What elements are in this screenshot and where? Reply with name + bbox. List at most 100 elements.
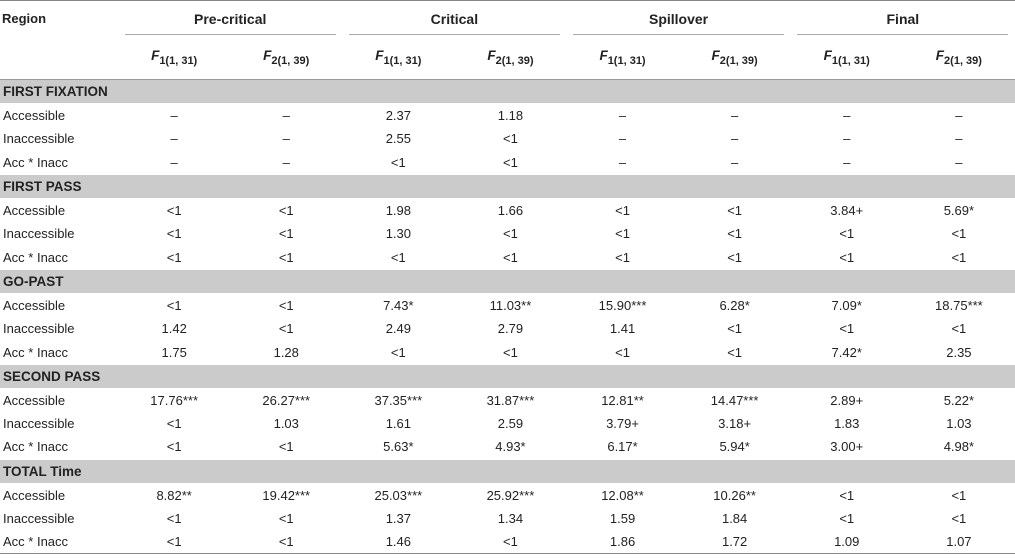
value-cell: 1.83 <box>834 416 860 432</box>
value-cell: <1 <box>166 439 182 455</box>
value-cell: – <box>282 131 290 147</box>
value-cell: 15.90*** <box>598 297 647 313</box>
group-header-critical: Critical <box>342 0 567 35</box>
row-label: Accessible <box>3 297 66 313</box>
value-cell: <1 <box>503 226 518 242</box>
value-cell: <1 <box>166 297 182 313</box>
stat-symbol: F <box>263 47 272 63</box>
value-cell: 2.79 <box>497 321 524 337</box>
value-cell: 6.17* <box>607 439 638 455</box>
value-cell: 10.26** <box>713 487 756 503</box>
value-cell: 1.34 <box>497 511 524 526</box>
value-cell: 3.79+ <box>606 416 639 432</box>
value-cell: <1 <box>951 321 967 337</box>
value-cell: <1 <box>503 154 518 170</box>
value-cell: <1 <box>230 530 343 555</box>
table-row: Acc * Inacc – – <1 <1 – – – – <box>0 151 1015 175</box>
value-cell: – <box>170 131 178 147</box>
value-cell: 25.92*** <box>486 487 535 503</box>
stat-symbol: F <box>151 47 160 63</box>
value-cell: – <box>731 108 739 124</box>
value-cell: <1 <box>839 321 855 337</box>
stat-subscript: 1(1, 31) <box>159 54 198 67</box>
value-cell: <1 <box>503 249 518 265</box>
table-row: Accessible <1 <1 1.98 1.66 <1 <1 3.84+ 5.69* <box>0 198 1015 222</box>
stat-header-cell: F2(1, 39) <box>454 35 567 80</box>
table-row: Accessible – – 2.37 1.18 – – – – <box>0 104 1015 128</box>
value-cell: 1.18 <box>497 108 524 124</box>
stat-subscript: 2(1, 39) <box>271 54 310 67</box>
table-row: Inaccessible <1 <1 1.30 <1 <1 <1 <1 <1 <box>0 222 1015 245</box>
row-label: Acc * Inacc <box>3 249 69 265</box>
stat-header-cell: F1(1, 31) <box>342 35 455 80</box>
value-cell: 5.69* <box>943 203 975 219</box>
table-row: Acc * Inacc <1 <1 1.46 <1 1.86 1.72 1.09 1.07 <box>0 530 1015 555</box>
value-cell: 12.81** <box>601 392 644 408</box>
table-row: Accessible 8.82** 19.42*** 25.03*** 25.92***… <box>0 483 1015 507</box>
stat-symbol: F <box>935 47 945 63</box>
value-cell: <1 <box>839 511 855 526</box>
value-cell: – <box>282 154 290 170</box>
stat-symbol: F <box>711 47 720 63</box>
value-cell: <1 <box>166 203 182 219</box>
value-cell: 4.93* <box>495 439 526 455</box>
stat-symbol: F <box>599 47 608 63</box>
value-cell: <1 <box>166 511 182 526</box>
value-cell: 1.41 <box>609 321 636 337</box>
value-cell: – <box>843 108 851 124</box>
value-cell: 1.59 <box>609 511 636 526</box>
section-row: TOTAL Time <box>0 458 1015 484</box>
table-row: Inaccessible – – 2.55 <1 – – – – <box>0 127 1015 150</box>
row-label: Inaccessible <box>3 416 75 432</box>
section-row: FIRST FIXATION <box>0 79 1015 104</box>
stat-header-row: F1(1, 31) F2(1, 39) F1(1, 31) F2(1, 39) F1(1… <box>0 35 1015 80</box>
value-cell: 3.00+ <box>830 439 864 455</box>
table-row: Inaccessible <1 1.03 1.61 2.59 3.79+ 3.18+ 1.83… <box>0 412 1015 435</box>
table-row: Acc * Inacc <1 <1 <1 <1 <1 <1 <1 <1 <box>0 245 1015 269</box>
value-cell: <1 <box>727 344 743 360</box>
value-cell: <1 <box>454 530 567 555</box>
empty-header-cell <box>0 35 119 80</box>
stat-header-cell: F2(1, 39) <box>678 35 791 80</box>
value-cell: – <box>955 154 963 170</box>
value-cell: <1 <box>727 249 743 265</box>
stat-subscript: 1(1, 31) <box>383 54 422 67</box>
value-cell: – <box>955 108 963 124</box>
value-cell: – <box>618 131 627 147</box>
stat-subscript: 2(1, 39) <box>719 54 758 67</box>
stat-header-cell: F1(1, 31) <box>118 35 231 80</box>
stat-subscript: 2(1, 39) <box>944 54 982 67</box>
value-cell: <1 <box>727 203 743 219</box>
value-cell: 5.94* <box>719 439 750 455</box>
value-cell: 1.03 <box>273 416 299 432</box>
table-row: Accessible 17.76*** 26.27*** 37.35*** 31.87*… <box>0 388 1015 412</box>
section-title: SECOND PASS <box>0 363 1015 389</box>
row-label: Accessible <box>3 108 66 124</box>
stat-subscript: 1(1, 31) <box>607 54 646 67</box>
value-cell: 3.84+ <box>830 203 864 219</box>
stat-subscript: 2(1, 39) <box>495 54 534 67</box>
value-cell: <1 <box>615 226 630 242</box>
value-cell: 3.18+ <box>718 416 752 432</box>
value-cell: 1.37 <box>385 511 411 526</box>
value-cell: <1 <box>166 249 182 265</box>
value-cell: <1 <box>615 344 630 360</box>
section-title: GO-PAST <box>0 268 1015 294</box>
value-cell: 1.75 <box>161 344 187 360</box>
value-cell: 25.03*** <box>374 487 423 503</box>
value-cell: 2.35 <box>946 344 972 360</box>
value-cell: 5.22* <box>943 392 975 408</box>
row-label: Inaccessible <box>3 511 75 526</box>
row-label: Acc * Inacc <box>0 530 119 555</box>
value-cell: <1 <box>503 344 518 360</box>
value-cell: <1 <box>727 226 743 242</box>
value-cell: 1.86 <box>566 530 679 555</box>
value-cell: 17.76*** <box>150 392 199 408</box>
value-cell: 1.28 <box>273 344 299 360</box>
value-cell: – <box>282 108 290 124</box>
value-cell: 2.55 <box>385 131 411 147</box>
stat-subscript: 1(1, 31) <box>831 54 870 67</box>
value-cell: 1.03 <box>946 416 972 432</box>
value-cell: <1 <box>503 131 518 147</box>
section-row: SECOND PASS <box>0 363 1015 389</box>
